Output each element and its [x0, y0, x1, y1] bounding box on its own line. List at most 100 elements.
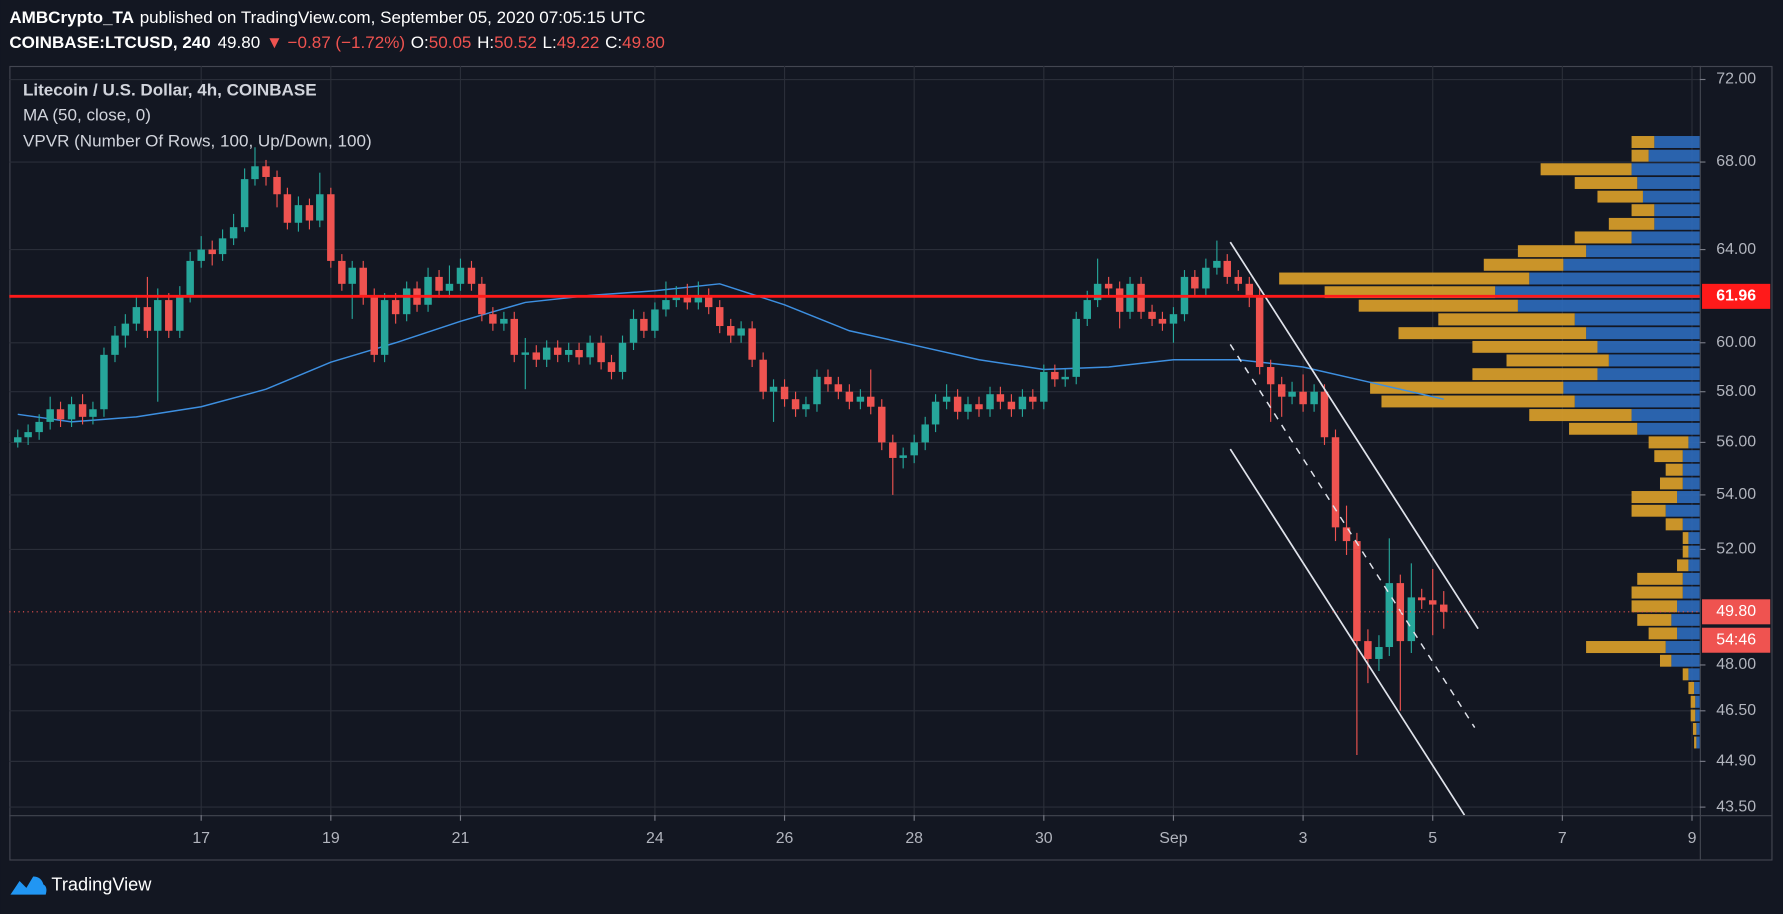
candle-body [500, 318, 508, 324]
candle-body [1051, 371, 1059, 380]
candle-body [176, 295, 184, 331]
vpvr-down [1688, 681, 1695, 695]
vpvr-down [1692, 722, 1697, 735]
candle-body [597, 342, 605, 363]
vpvr-up [1597, 340, 1700, 353]
chart-frame [9, 65, 1773, 861]
candle-body [143, 307, 152, 331]
candle-body [338, 260, 346, 284]
candle-body [1417, 597, 1426, 601]
x-tick-label: 28 [905, 830, 923, 847]
vpvr-down [1483, 258, 1564, 271]
candle-body [78, 404, 87, 417]
resistance-label: 61.96 [1716, 288, 1756, 305]
vpvr-up [1586, 245, 1700, 258]
candle-body [186, 260, 194, 296]
header-line: AMBCrypto_TA published on TradingView.com… [9, 8, 645, 27]
vpvr-down [1586, 641, 1666, 654]
ma-line [17, 283, 1444, 423]
x-tick-label: 9 [1688, 830, 1697, 847]
vpvr-up [1695, 709, 1700, 722]
vpvr-down [1648, 436, 1689, 449]
candle-body [218, 238, 227, 255]
published: published on TradingView.com, September … [140, 8, 646, 27]
vpvr-up [1688, 436, 1700, 449]
candle-body [89, 409, 97, 417]
candle-body [704, 295, 713, 308]
candle-body [154, 300, 162, 331]
candle-body [889, 442, 897, 458]
vpvr-up [1654, 136, 1700, 148]
candle-body [1213, 260, 1221, 268]
candle-body [1364, 641, 1372, 659]
candle-body [1310, 391, 1318, 405]
x-tick-label: 5 [1428, 830, 1437, 847]
vpvr-down [1569, 422, 1638, 435]
candle-body [402, 288, 411, 315]
logo-icon [10, 876, 47, 895]
candle-body [769, 386, 778, 392]
vpvr-down [1659, 477, 1683, 490]
candle-body [802, 404, 810, 410]
vpvr-down [1438, 313, 1575, 326]
candle-body [1007, 401, 1016, 410]
candle-body [229, 227, 238, 239]
candle-body [986, 394, 994, 410]
trend-channel [1229, 241, 1479, 816]
candle-body [46, 409, 54, 422]
candle-body [359, 267, 367, 296]
candle-body [262, 166, 270, 177]
vpvr-up [1529, 272, 1700, 285]
candle-body [100, 354, 108, 410]
candle-body [208, 249, 216, 255]
countdown-label: 54:46 [1716, 631, 1756, 648]
vpvr-down [1398, 327, 1587, 340]
candle-body [521, 352, 530, 355]
candle-body [1202, 267, 1210, 289]
countdown-box [1702, 627, 1771, 653]
symbol: COINBASE:LTCUSD, 240 [9, 33, 210, 52]
candle-body [607, 362, 616, 372]
candle-body [1126, 283, 1134, 312]
candle-body [759, 359, 767, 392]
candle-body [1093, 283, 1102, 301]
y-tick-label: 72.00 [1716, 71, 1756, 88]
h-value: 50.52 [494, 33, 537, 52]
candle-body [1104, 283, 1113, 289]
vpvr-down [1358, 299, 1518, 312]
candle-body [921, 424, 929, 443]
candle-body [727, 326, 735, 336]
x-tick-label: 3 [1299, 830, 1308, 847]
vpvr-down [1637, 572, 1683, 585]
vpvr-up [1688, 545, 1700, 558]
vpvr-down [1631, 504, 1666, 517]
vpvr-up [1517, 299, 1700, 312]
candle-body [1342, 527, 1351, 542]
candle-body [1299, 391, 1307, 405]
x-tick-label: 19 [322, 830, 340, 847]
vpvr-down [1574, 231, 1632, 244]
vpvr-down [1608, 217, 1655, 230]
vpvr-up [1671, 654, 1700, 667]
candle-body [618, 342, 627, 372]
y-tick-label: 48.00 [1716, 656, 1756, 673]
vpvr-down [1279, 272, 1530, 285]
moving-average [17, 283, 1444, 423]
candle-body [240, 179, 249, 228]
candle-body [510, 318, 518, 355]
vpvr-up [1654, 204, 1700, 217]
x-tick-label: 21 [452, 830, 470, 847]
candle-body [683, 295, 692, 303]
y-tick-label: 44.90 [1716, 753, 1756, 770]
c-label: C: [605, 33, 622, 52]
candle-body [111, 335, 119, 355]
candle-body [165, 300, 173, 331]
candle-body [35, 421, 43, 433]
candle-body [1169, 314, 1178, 324]
y-tick-label: 46.50 [1716, 702, 1756, 719]
candle-body [197, 249, 205, 261]
candle-body [996, 394, 1005, 402]
vpvr-down [1631, 204, 1655, 217]
vpvr-down [1597, 190, 1643, 203]
